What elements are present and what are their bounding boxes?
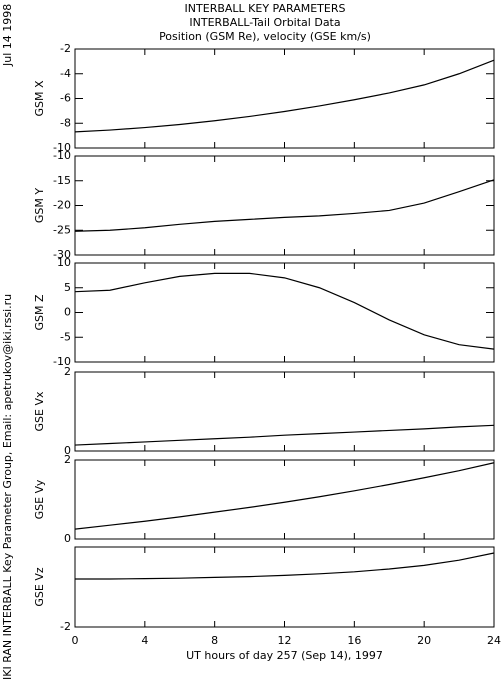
y-tick-label: -10 <box>53 355 71 368</box>
x-tick-label: 0 <box>72 634 79 647</box>
y-axis-label: GSE Vy <box>33 479 46 519</box>
x-tick-label: 12 <box>278 634 292 647</box>
date-stamp: Jul 14 1998 <box>1 4 14 67</box>
y-tick-label: -20 <box>53 199 71 212</box>
y-tick-label: -30 <box>53 248 71 261</box>
y-tick-label: -5 <box>60 330 71 343</box>
x-tick-label: 8 <box>211 634 218 647</box>
panel-frame <box>74 546 495 628</box>
panel-frame <box>74 371 495 452</box>
panel-frame <box>74 48 495 149</box>
y-tick-label: 2 <box>64 365 71 378</box>
data-line <box>75 552 495 580</box>
y-tick-label: 5 <box>64 281 71 294</box>
y-axis-label: GSE Vz <box>33 567 46 606</box>
y-tick-label: -2 <box>60 42 71 55</box>
panel-frame <box>74 155 495 256</box>
y-tick-label: 0 <box>64 444 71 457</box>
title-line: INTERBALL KEY PARAMETERS <box>185 2 346 15</box>
x-tick-label: 24 <box>487 634 501 647</box>
x-tick-label: 20 <box>417 634 431 647</box>
credit: IKI RAN INTERBALL Key Parameter Group, E… <box>1 294 14 680</box>
y-tick-label: -10 <box>53 149 71 162</box>
y-axis-label: GSM X <box>33 80 46 116</box>
y-axis-label: GSM Y <box>33 188 46 223</box>
y-axis-label: GSE Vx <box>33 391 46 431</box>
y-tick-label: -2 <box>60 620 71 633</box>
y-tick-label: -6 <box>60 92 71 105</box>
y-tick-label: 0 <box>64 532 71 545</box>
title-line: Position (GSM Re), velocity (GSE km/s) <box>159 30 371 43</box>
y-tick-label: -4 <box>60 67 71 80</box>
y-tick-label: -25 <box>53 223 71 236</box>
x-axis-label: UT hours of day 257 (Sep 14), 1997 <box>186 649 383 662</box>
panel-frame <box>74 459 495 540</box>
x-tick-label: 4 <box>141 634 148 647</box>
y-tick-label: -15 <box>53 174 71 187</box>
y-tick-label: -8 <box>60 116 71 129</box>
title-line: INTERBALL-Tail Orbital Data <box>189 16 340 29</box>
data-line <box>74 272 495 350</box>
y-tick-label: 0 <box>64 306 71 319</box>
y-tick-label: 10 <box>57 256 71 269</box>
y-axis-label: GSM Z <box>33 294 46 330</box>
x-tick-label: 16 <box>347 634 361 647</box>
data-line <box>74 59 495 133</box>
data-line <box>74 424 495 446</box>
data-line <box>74 462 495 530</box>
data-line <box>74 179 495 232</box>
y-tick-label: 2 <box>64 453 71 466</box>
y-tick-label: -10 <box>53 141 71 154</box>
